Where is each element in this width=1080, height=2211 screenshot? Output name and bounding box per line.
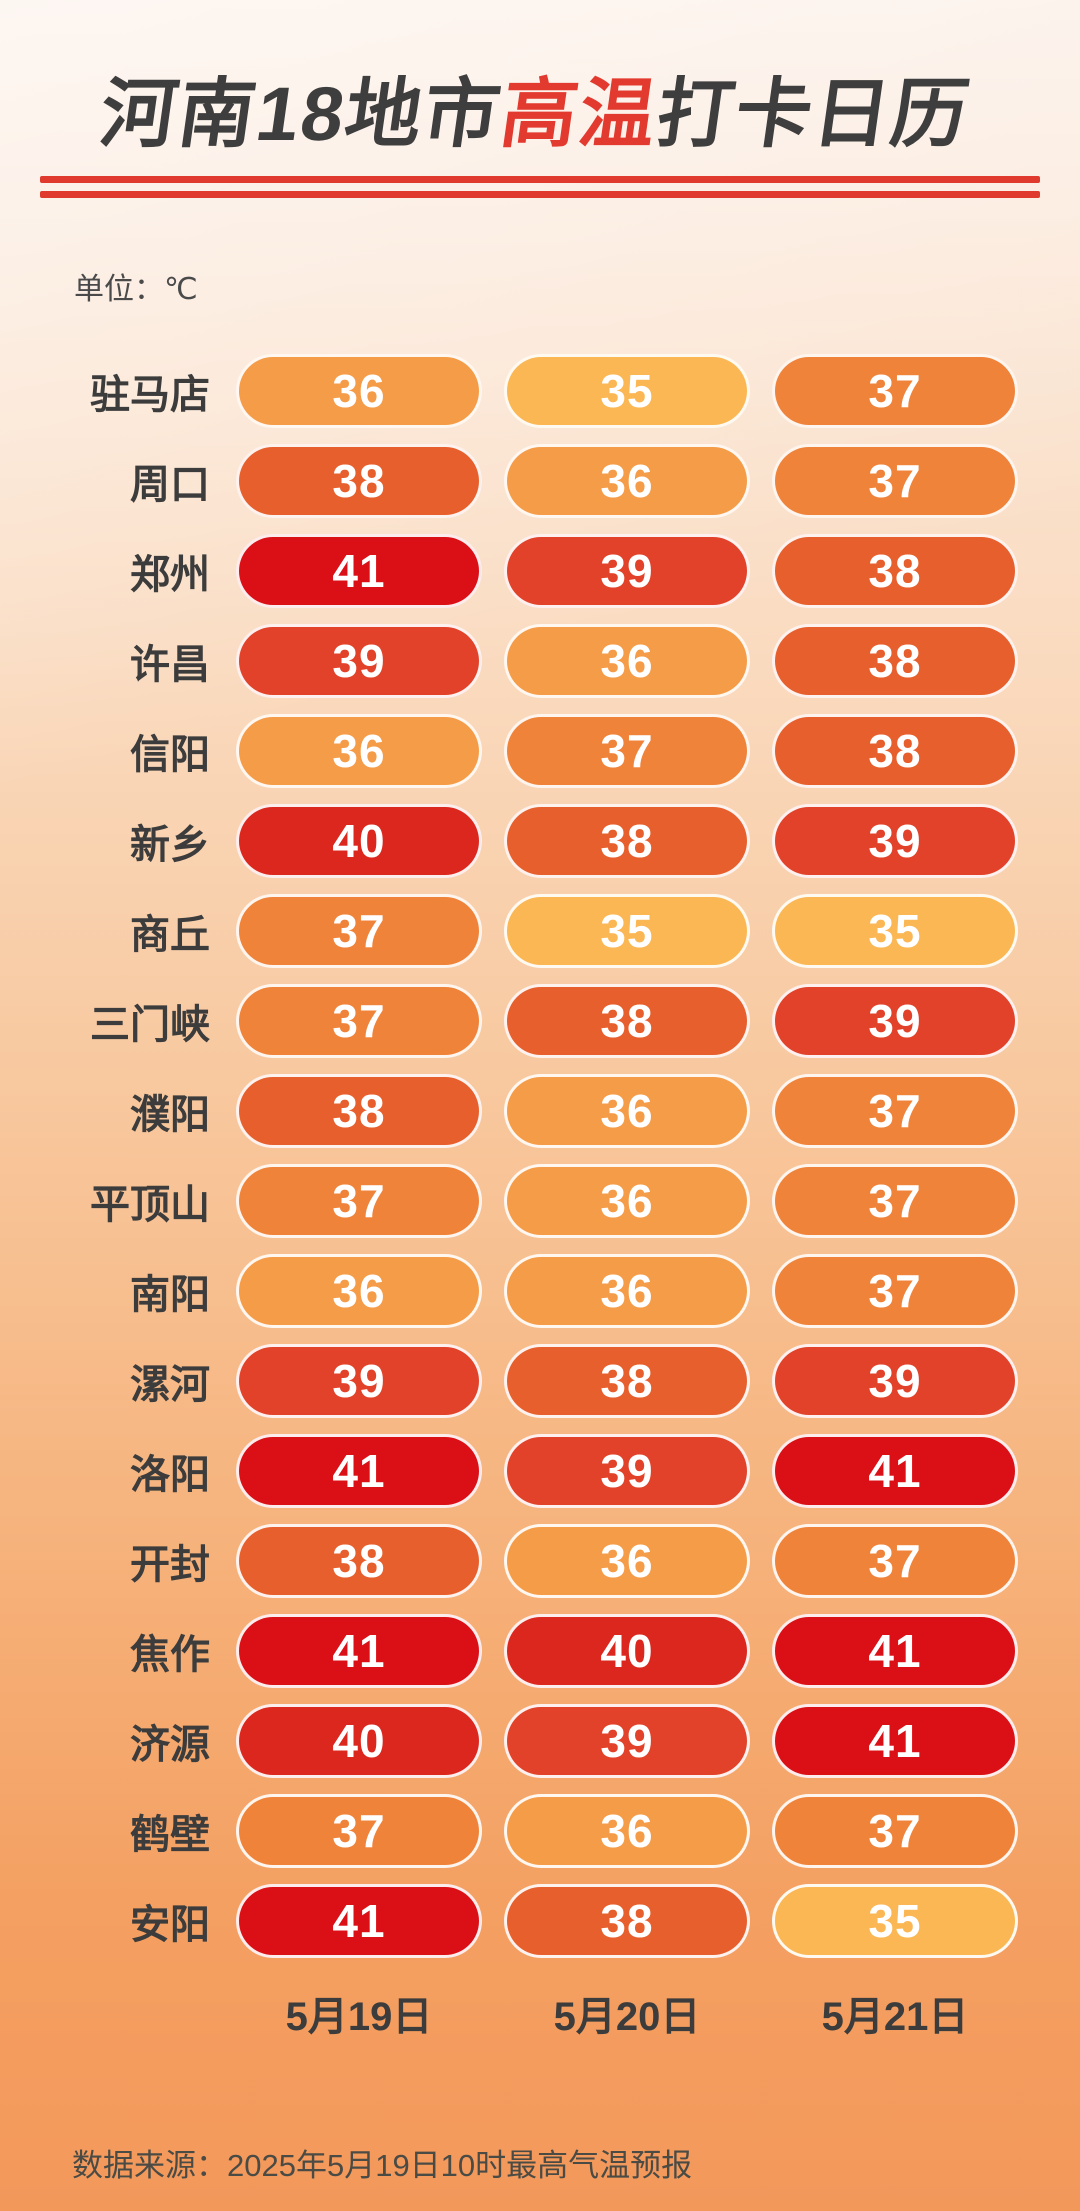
temp-pill: 37	[236, 1164, 482, 1238]
temp-pill: 39	[236, 1344, 482, 1418]
temp-pill: 37	[236, 894, 482, 968]
temp-pill: 39	[772, 1344, 1018, 1418]
title-highlight: 高温	[495, 72, 664, 157]
temp-pill: 41	[236, 534, 482, 608]
temp-pill: 41	[772, 1704, 1018, 1778]
date-row-spacer	[62, 1984, 214, 2042]
data-source-note: 数据来源：2025年5月19日10时最高气温预报	[72, 2148, 693, 2183]
temp-pill: 39	[504, 1434, 750, 1508]
temp-pill: 37	[772, 1074, 1018, 1148]
temp-pill: 39	[772, 804, 1018, 878]
city-label: 郑州	[130, 553, 210, 597]
temp-pill: 38	[504, 1344, 750, 1418]
temp-pill: 36	[504, 1794, 750, 1868]
column-date-label: 5月20日	[553, 1995, 701, 2039]
city-label: 安阳	[130, 1903, 210, 1947]
temp-pill: 40	[504, 1614, 750, 1688]
temp-pill: 37	[772, 1524, 1018, 1598]
city-label: 洛阳	[130, 1453, 210, 1497]
temp-pill: 41	[236, 1614, 482, 1688]
temp-pill: 36	[236, 714, 482, 788]
title-underline-bar-2	[40, 191, 1040, 198]
city-label: 开封	[130, 1543, 210, 1587]
city-label: 周口	[130, 463, 210, 507]
temp-pill: 36	[504, 1524, 750, 1598]
temp-pill: 41	[772, 1434, 1018, 1508]
temp-pill: 37	[772, 444, 1018, 518]
city-label: 商丘	[130, 913, 210, 957]
temp-pill: 37	[236, 1794, 482, 1868]
city-label: 鹤壁	[130, 1813, 210, 1857]
temp-pill: 35	[772, 1884, 1018, 1958]
city-label: 许昌	[130, 643, 210, 687]
temperature-table: 驻马店 36 35 37 周口 38 36 37 郑州 41 39 38 许昌 39 36 38 信阳 36 37 3…	[62, 354, 1018, 1958]
temp-pill: 40	[236, 804, 482, 878]
city-label: 漯河	[130, 1363, 210, 1407]
city-label: 驻马店	[90, 373, 210, 417]
temp-pill: 37	[772, 1254, 1018, 1328]
temp-pill: 36	[236, 354, 482, 428]
temp-pill: 38	[504, 1884, 750, 1958]
temp-pill: 39	[504, 534, 750, 608]
unit-label: 单位：℃	[74, 273, 198, 306]
title-underline-bar-1	[40, 176, 1040, 183]
temp-pill: 38	[236, 1074, 482, 1148]
temp-pill: 37	[772, 354, 1018, 428]
temp-pill: 35	[504, 354, 750, 428]
temp-pill: 35	[504, 894, 750, 968]
temp-pill: 38	[772, 624, 1018, 698]
temp-pill: 37	[504, 714, 750, 788]
temp-pill: 37	[236, 984, 482, 1058]
page-title: 河南18地市高温打卡日历	[0, 0, 1080, 162]
temp-pill: 36	[504, 444, 750, 518]
temp-pill: 37	[772, 1164, 1018, 1238]
city-label: 濮阳	[130, 1093, 210, 1137]
temp-pill: 38	[504, 984, 750, 1058]
title-suffix: 打卡日历	[651, 72, 976, 157]
city-label: 平顶山	[90, 1183, 210, 1227]
temp-pill: 36	[236, 1254, 482, 1328]
column-date-label: 5月19日	[285, 1995, 433, 2039]
temp-pill: 39	[504, 1704, 750, 1778]
title-prefix: 河南18地市	[95, 72, 508, 157]
city-label: 三门峡	[90, 1003, 210, 1047]
city-label: 焦作	[130, 1633, 210, 1677]
column-date-label: 5月21日	[821, 1995, 969, 2039]
temp-pill: 36	[504, 1074, 750, 1148]
city-label: 新乡	[130, 823, 210, 867]
temp-pill: 38	[236, 1524, 482, 1598]
temp-pill: 38	[772, 714, 1018, 788]
city-label: 南阳	[130, 1273, 210, 1317]
temp-pill: 38	[772, 534, 1018, 608]
date-row: 5月19日 5月20日 5月21日	[62, 1984, 1018, 2042]
temp-pill: 40	[236, 1704, 482, 1778]
temp-pill: 37	[772, 1794, 1018, 1868]
city-label: 信阳	[130, 733, 210, 777]
temp-pill: 38	[236, 444, 482, 518]
temp-pill: 41	[236, 1434, 482, 1508]
temp-pill: 38	[504, 804, 750, 878]
temp-pill: 35	[772, 894, 1018, 968]
temp-pill: 39	[772, 984, 1018, 1058]
temp-pill: 36	[504, 1164, 750, 1238]
temp-pill: 41	[772, 1614, 1018, 1688]
temp-pill: 36	[504, 624, 750, 698]
title-underline	[40, 176, 1040, 198]
temp-pill: 39	[236, 624, 482, 698]
temp-pill: 41	[236, 1884, 482, 1958]
temp-pill: 36	[504, 1254, 750, 1328]
city-label: 济源	[130, 1723, 210, 1767]
